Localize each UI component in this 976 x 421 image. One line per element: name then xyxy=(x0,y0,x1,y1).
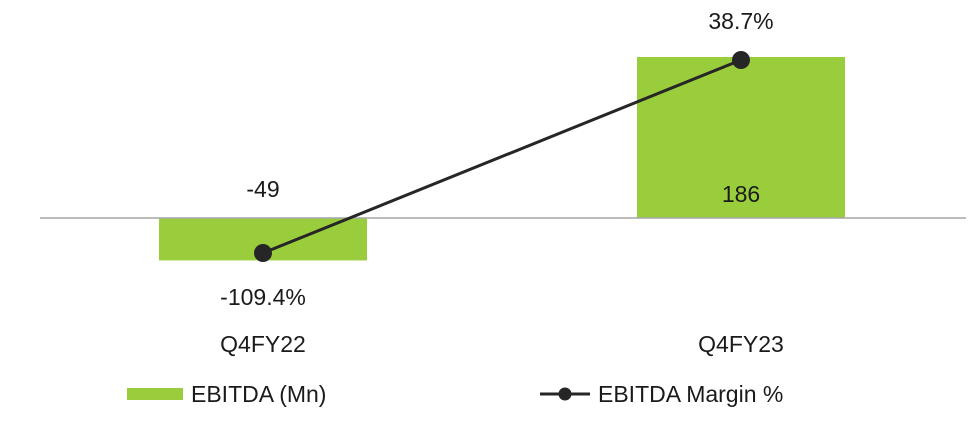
margin-point xyxy=(732,51,750,69)
legend-marker-margin xyxy=(558,387,572,401)
legend: EBITDA (Mn) EBITDA Margin % xyxy=(127,381,783,407)
bar-value-label: -49 xyxy=(246,176,279,202)
legend-label-margin: EBITDA Margin % xyxy=(598,381,783,407)
category-label: Q4FY22 xyxy=(220,331,306,357)
margin-value-label: 38.7% xyxy=(708,8,773,34)
margin-point xyxy=(254,244,272,262)
labels-layer: -49 186 -109.4% 38.7% Q4FY22 Q4FY23 xyxy=(220,8,784,357)
margin-line xyxy=(262,58,742,255)
legend-swatch-ebitda xyxy=(127,388,183,400)
line-layer xyxy=(254,51,750,262)
bar-q4fy23 xyxy=(637,57,845,218)
category-label: Q4FY23 xyxy=(698,331,784,357)
margin-value-label: -109.4% xyxy=(220,284,306,310)
legend-label-ebitda: EBITDA (Mn) xyxy=(191,381,326,407)
bar-value-label: 186 xyxy=(722,181,760,207)
bars-layer xyxy=(159,57,845,261)
